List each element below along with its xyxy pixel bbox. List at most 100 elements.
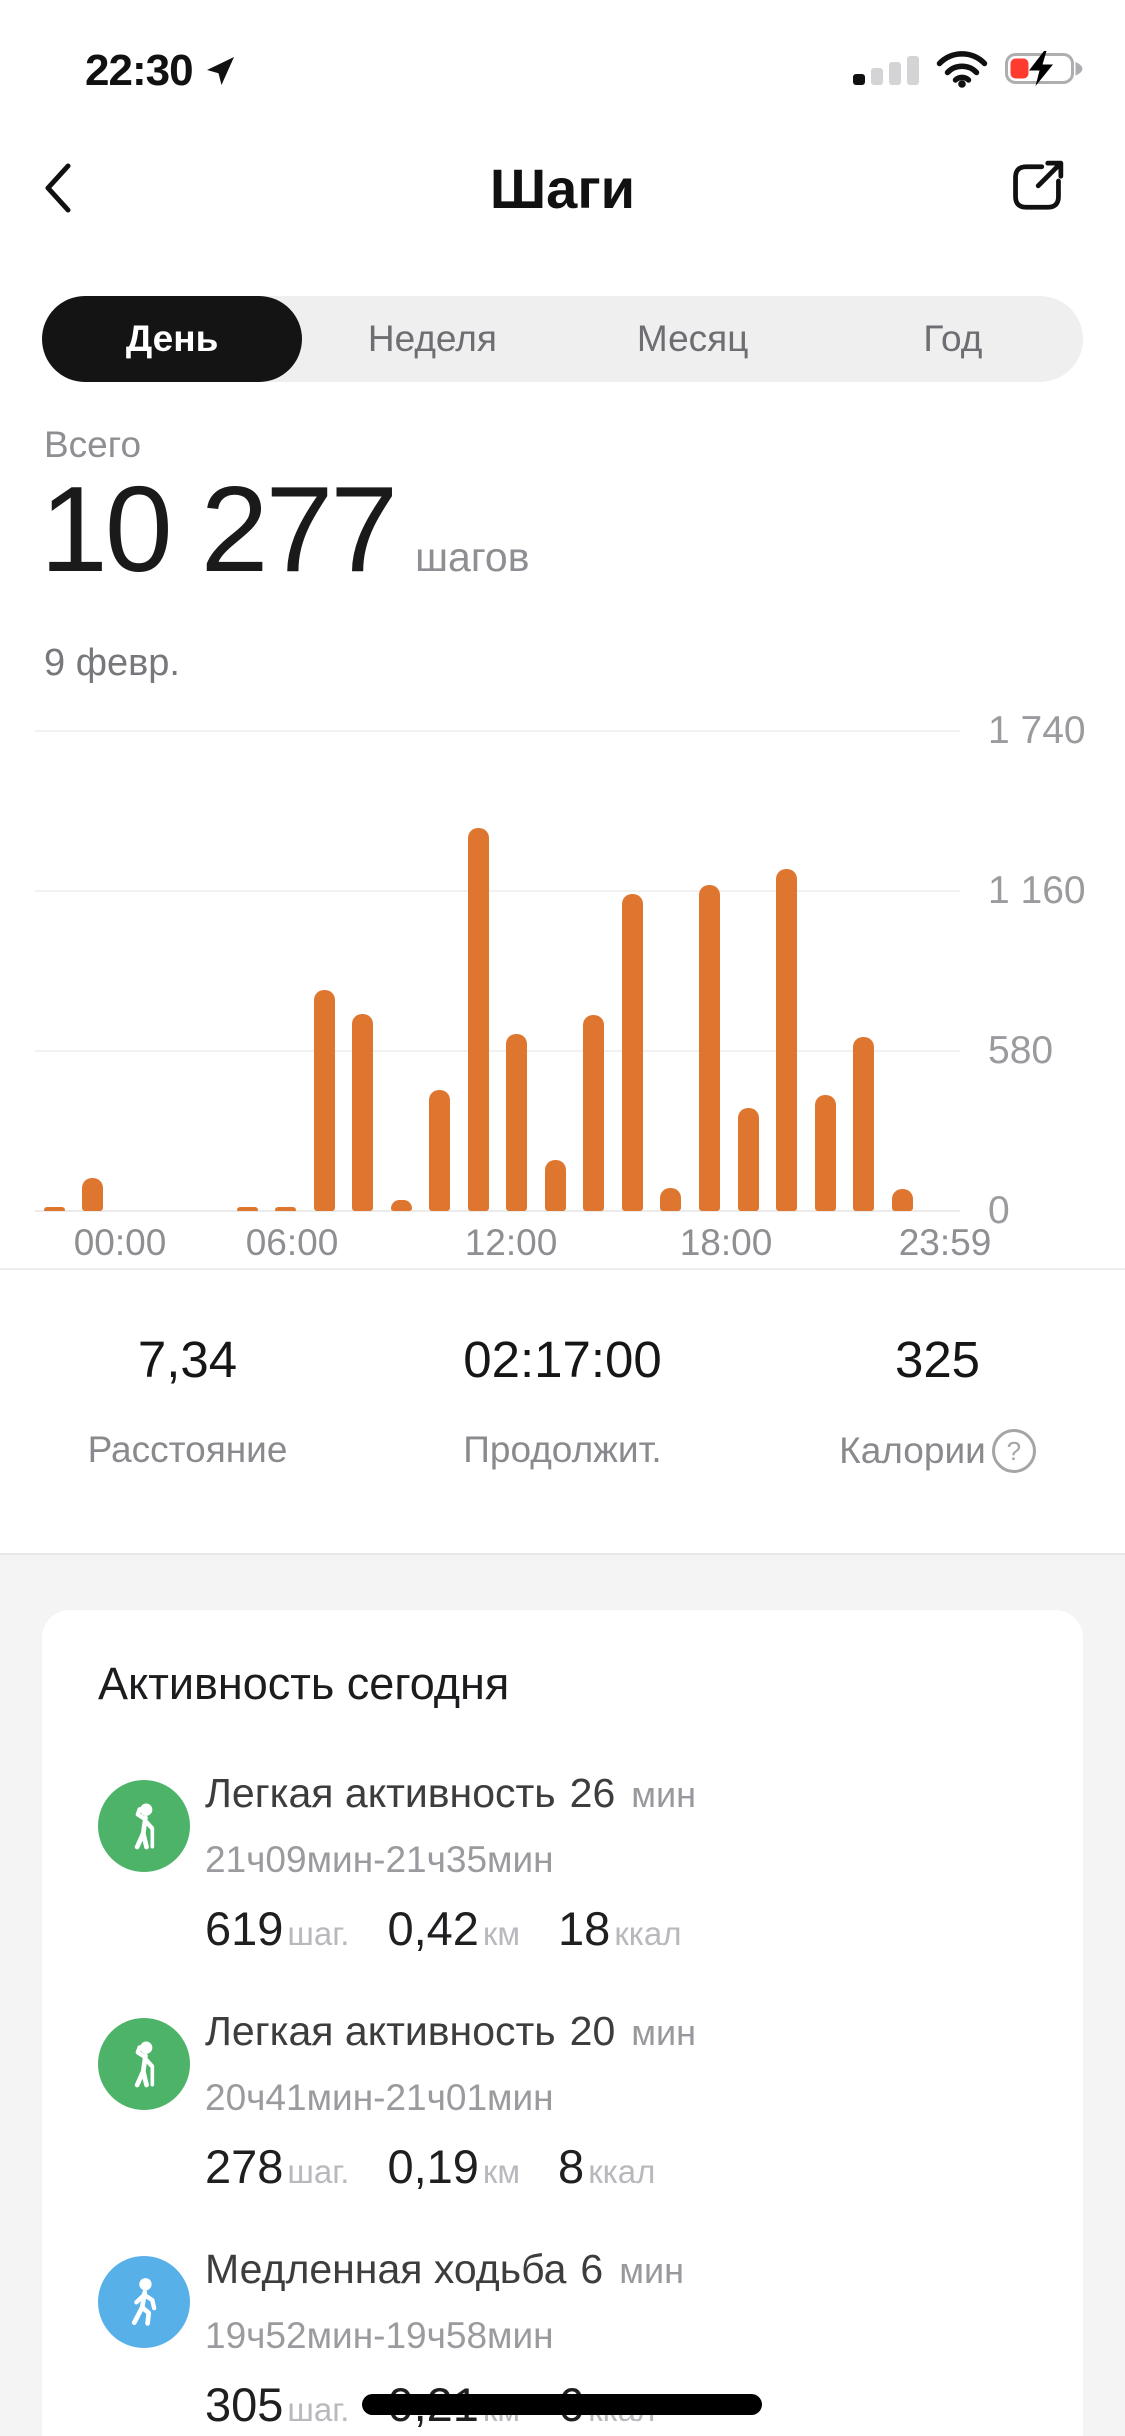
activity-steps-unit: шаг. — [287, 2391, 350, 2428]
steps-bar-hour-7[interactable] — [313, 990, 335, 1211]
share-icon[interactable] — [1006, 156, 1068, 218]
steps-bar-hour-1[interactable] — [82, 1178, 104, 1211]
steps-bar-hour-20[interactable] — [814, 1095, 836, 1211]
activity-name: Легкая активность — [205, 2008, 556, 2054]
steps-bar-hour-0[interactable] — [43, 1207, 65, 1211]
battery-level-fill — [1010, 58, 1029, 79]
tab-day[interactable]: День — [42, 296, 303, 382]
y-axis-tick-label: 580 — [988, 1029, 1054, 1072]
x-axis-tick-label: 06:00 — [245, 1222, 339, 1263]
steps-bar-hour-18[interactable] — [737, 1108, 759, 1211]
activity-steps: 305 — [205, 2378, 284, 2431]
activity-distance: 0,42 — [387, 1902, 479, 1955]
status-icons — [853, 50, 1085, 93]
divider — [0, 1268, 1125, 1270]
total-label: Всего — [44, 424, 142, 465]
calories-value: 325 — [894, 1331, 981, 1388]
y-axis-tick-label: 1 160 — [988, 869, 1086, 912]
slow-walking-icon — [98, 2256, 190, 2348]
selected-date: 9 февр. — [44, 642, 180, 684]
gridline — [35, 730, 960, 732]
light-activity-icon — [98, 2018, 190, 2110]
activity-steps-unit: шаг. — [287, 1915, 350, 1952]
steps-bar-hour-5[interactable] — [236, 1207, 258, 1211]
steps-bar-hour-12[interactable] — [506, 1034, 528, 1211]
duration-value: 02:17:00 — [463, 1331, 662, 1388]
activity-row[interactable]: Легкая активность 26 мин 21ч09мин-21ч35м… — [98, 1770, 1038, 1982]
stat-calories: 325 Калории ? — [750, 1330, 1125, 1473]
tab-month[interactable]: Месяц — [636, 318, 749, 359]
daily-stats-row: 7,34 Расстояние 02:17:00 Продолжит. 325 … — [0, 1330, 1125, 1473]
activity-steps: 278 — [205, 2140, 284, 2193]
activity-calories-unit: ккал — [588, 2153, 656, 2190]
activity-duration-unit: мин — [631, 2012, 697, 2053]
activity-time-range: 21ч09мин-21ч35мин — [205, 1839, 554, 1880]
activity-distance: 0,19 — [387, 2140, 479, 2193]
activity-distance-unit: км — [482, 2153, 521, 2190]
light-activity-icon — [98, 1780, 190, 1872]
x-axis-tick-label: 00:00 — [73, 1222, 167, 1263]
steps-bar-hour-8[interactable] — [352, 1014, 374, 1211]
page-title: Шаги — [489, 157, 636, 220]
steps-bar-hour-9[interactable] — [390, 1200, 412, 1211]
steps-bar-hour-11[interactable] — [467, 828, 489, 1211]
steps-bar-hour-6[interactable] — [275, 1207, 296, 1211]
wifi-icon — [935, 50, 989, 93]
activity-duration: 26 — [569, 1770, 616, 1816]
period-segmented-control: День Неделя Месяц Год — [42, 296, 1083, 382]
activity-calories-unit: ккал — [614, 1915, 682, 1952]
x-axis-tick-label: 12:00 — [464, 1222, 558, 1263]
distance-label: Расстояние — [87, 1429, 288, 1470]
activity-duration-unit: мин — [631, 1774, 697, 1815]
location-arrow-icon — [203, 54, 237, 88]
back-button[interactable] — [40, 160, 74, 216]
total-steps-unit: шагов — [415, 534, 530, 580]
steps-bar-hour-17[interactable] — [699, 885, 720, 1211]
activity-duration: 6 — [580, 2246, 604, 2292]
stat-duration: 02:17:00 Продолжит. — [375, 1330, 750, 1473]
activity-name: Медленная ходьба — [205, 2246, 567, 2292]
activity-calories: 8 — [558, 2140, 585, 2193]
status-time: 22:30 — [85, 46, 237, 96]
steps-bar-hour-15[interactable] — [621, 894, 643, 1211]
battery-charging-icon — [1005, 51, 1085, 92]
activity-calories: 18 — [558, 1902, 611, 1955]
activity-time-range: 19ч52мин-19ч58мин — [205, 2315, 554, 2356]
tab-week[interactable]: Неделя — [367, 318, 497, 359]
activity-card-title: Активность сегодня — [98, 1658, 510, 1709]
x-axis-tick-label: 23:59 — [898, 1222, 992, 1263]
duration-label: Продолжит. — [463, 1429, 662, 1470]
activity-name: Легкая активность — [205, 1770, 556, 1816]
gridline — [35, 1050, 960, 1052]
x-axis-tick-label: 18:00 — [679, 1222, 773, 1263]
steps-bar-hour-16[interactable] — [660, 1188, 682, 1211]
activity-row[interactable]: Легкая активность 20 мин 20ч41мин-21ч01м… — [98, 2008, 1038, 2220]
total-steps-value: 10 277 — [40, 461, 398, 597]
activity-steps: 619 — [205, 1902, 284, 1955]
home-indicator[interactable] — [362, 2394, 762, 2415]
calories-label: Калории — [839, 1430, 986, 1471]
activity-card: Активность сегодня Легкая активность 26 … — [42, 1610, 1083, 2436]
distance-value: 7,34 — [137, 1331, 238, 1388]
steps-bar-hour-14[interactable] — [583, 1015, 605, 1211]
stat-distance: 7,34 Расстояние — [0, 1330, 375, 1473]
cellular-signal-icon — [853, 53, 919, 90]
activity-time-range: 20ч41мин-21ч01мин — [205, 2077, 554, 2118]
steps-bar-hour-21[interactable] — [853, 1037, 875, 1211]
activity-duration: 20 — [569, 2008, 616, 2054]
steps-bar-hour-13[interactable] — [544, 1160, 566, 1211]
y-axis-tick-label: 1 740 — [988, 709, 1086, 752]
header: Шаги — [0, 148, 1125, 238]
steps-bar-hour-10[interactable] — [429, 1090, 451, 1211]
clock-text: 22:30 — [85, 46, 194, 95]
activity-steps-unit: шаг. — [287, 2153, 350, 2190]
steps-bar-hour-22[interactable] — [891, 1189, 913, 1211]
steps-bar-hour-19[interactable] — [776, 869, 798, 1211]
calories-help-icon[interactable]: ? — [991, 1429, 1036, 1473]
activity-distance-unit: км — [482, 1915, 521, 1952]
gridline — [35, 1210, 960, 1212]
tab-year[interactable]: Год — [923, 318, 983, 359]
activity-duration-unit: мин — [619, 2250, 684, 2291]
y-axis-tick-label: 0 — [988, 1189, 1010, 1232]
